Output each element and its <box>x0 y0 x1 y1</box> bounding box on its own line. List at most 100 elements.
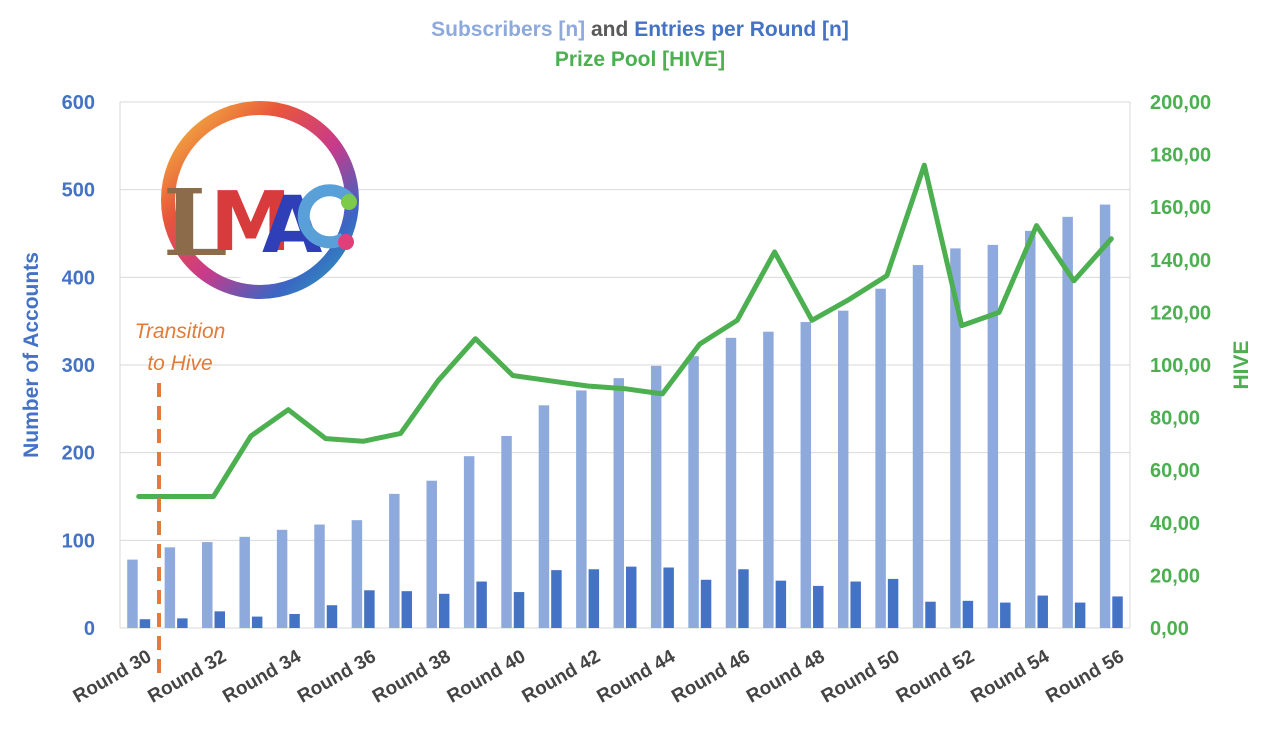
subscribers-bar <box>1025 230 1036 628</box>
right-axis-tick-label: 80,00 <box>1150 408 1200 430</box>
entries-bar <box>1037 595 1048 628</box>
entries-bar <box>289 613 300 628</box>
subscribers-bar <box>875 288 886 628</box>
x-axis-tick-label: Round 42 <box>519 646 604 707</box>
subscribers-bar <box>314 524 325 628</box>
x-axis-tick-label: Round 36 <box>294 646 379 707</box>
subscribers-bar <box>950 248 961 629</box>
right-axis-tick-label: 20,00 <box>1150 565 1200 587</box>
x-axis-tick-label: Round 54 <box>968 646 1054 708</box>
subscribers-bar <box>650 365 662 628</box>
x-axis-tick-label: Round 30 <box>70 646 155 707</box>
x-axis-tick-label: Round 32 <box>145 646 230 707</box>
entries-bar <box>251 616 263 628</box>
subscribers-bar <box>164 547 176 628</box>
subscribers-bar <box>1062 216 1073 629</box>
entries-bar <box>438 593 450 628</box>
right-axis-tick-label: 160,00 <box>1150 197 1211 219</box>
subscribers-bar <box>351 520 363 628</box>
entries-bar <box>513 592 525 628</box>
right-axis-tick-label: 0,00 <box>1150 618 1189 640</box>
entries-bar <box>551 570 562 628</box>
x-axis-tick-label: Round 38 <box>369 646 454 707</box>
right-axis-title: HIVE <box>1230 340 1253 389</box>
transition-annotation-line2: to Hive <box>147 352 212 375</box>
entries-bar <box>887 578 899 628</box>
x-axis-tick-label: Round 52 <box>893 646 978 707</box>
entries-bar <box>1074 602 1086 628</box>
entries-bar <box>962 600 974 628</box>
left-axis-ticks: 0 100 200 300 400 500 600 <box>62 92 95 640</box>
right-axis-tick-label: 180,00 <box>1150 145 1211 167</box>
x-axis-tick-label: Round 56 <box>1042 646 1127 707</box>
left-axis-tick-label: 300 <box>62 355 95 377</box>
subscribers-bar <box>576 390 587 628</box>
right-axis-tick-label: 100,00 <box>1150 355 1211 377</box>
entries-bar <box>925 601 936 628</box>
subscribers-bar <box>538 405 550 628</box>
entries-bar <box>663 567 674 628</box>
right-axis-tick-label: 140,00 <box>1150 250 1211 272</box>
subscribers-bar <box>463 456 475 628</box>
entries-bar <box>1112 596 1123 628</box>
subscribers-bar <box>276 529 288 628</box>
entries-bar <box>214 611 225 628</box>
svg-text:L: L <box>163 169 228 277</box>
left-axis-tick-label: 200 <box>62 443 95 465</box>
subscribers-bar <box>1099 204 1111 628</box>
subscribers-bar <box>800 322 812 628</box>
entries-bar <box>1000 602 1011 628</box>
right-axis-tick-label: 200,00 <box>1150 92 1211 114</box>
subscribers-bar <box>389 493 400 628</box>
left-axis-tick-label: 100 <box>62 530 95 552</box>
prize-pool-line <box>136 162 1114 499</box>
subscribers-bar <box>239 536 250 628</box>
subscribers-bar <box>688 356 699 628</box>
chart-title-line2: Prize Pool [HIVE] <box>555 48 725 71</box>
entries-bar <box>588 569 600 628</box>
subscribers-bar <box>127 559 138 628</box>
right-axis-tick-label: 60,00 <box>1150 460 1200 482</box>
left-axis-tick-label: 0 <box>84 618 95 640</box>
subscribers-bar <box>725 337 737 628</box>
right-axis-tick-label: 40,00 <box>1150 513 1200 535</box>
entries-bar <box>364 590 375 628</box>
left-axis-title: Number of Accounts <box>20 252 43 458</box>
entries-bar <box>738 569 749 628</box>
entries-bar <box>850 581 861 628</box>
subscribers-bar <box>613 378 624 628</box>
subscribers-bar <box>202 542 213 628</box>
entries-bar <box>326 605 338 628</box>
x-axis-tick-label: Round 48 <box>743 646 828 707</box>
left-axis-tick-label: 500 <box>62 180 95 202</box>
lmac-logo: L M A <box>161 101 359 299</box>
x-axis-tick-label: Round 46 <box>668 646 753 707</box>
subscribers-bar <box>501 436 512 628</box>
entries-bar <box>139 619 151 628</box>
bar-series <box>127 204 1123 629</box>
subscribers-bar <box>763 331 774 628</box>
x-axis-tick-label: Round 44 <box>593 646 679 708</box>
title-entries: Entries per Round [n] <box>634 18 849 41</box>
x-axis-tick-label: Round 34 <box>219 646 305 708</box>
entries-bar <box>177 618 188 628</box>
entries-bar <box>476 581 487 628</box>
svg-text:M: M <box>210 175 292 270</box>
entries-bar <box>401 591 413 628</box>
subscribers-bar <box>987 244 999 628</box>
subscribers-bar <box>912 265 924 628</box>
x-axis-tick-label: Round 40 <box>444 646 529 707</box>
chart-title-line1: Subscribers [n] and Entries per Round [n… <box>431 18 849 41</box>
x-axis-tick-label: Round 50 <box>818 646 903 707</box>
subscribers-bar <box>426 480 437 628</box>
transition-annotation-line1: Transition <box>135 320 226 343</box>
subscribers-bar <box>837 310 849 628</box>
entries-bar <box>775 580 787 628</box>
entries-bar <box>626 566 637 628</box>
left-axis-tick-label: 400 <box>62 267 95 289</box>
title-subscribers: Subscribers [n] <box>431 18 585 41</box>
title-and: and <box>585 18 634 41</box>
entries-bar <box>813 585 824 628</box>
